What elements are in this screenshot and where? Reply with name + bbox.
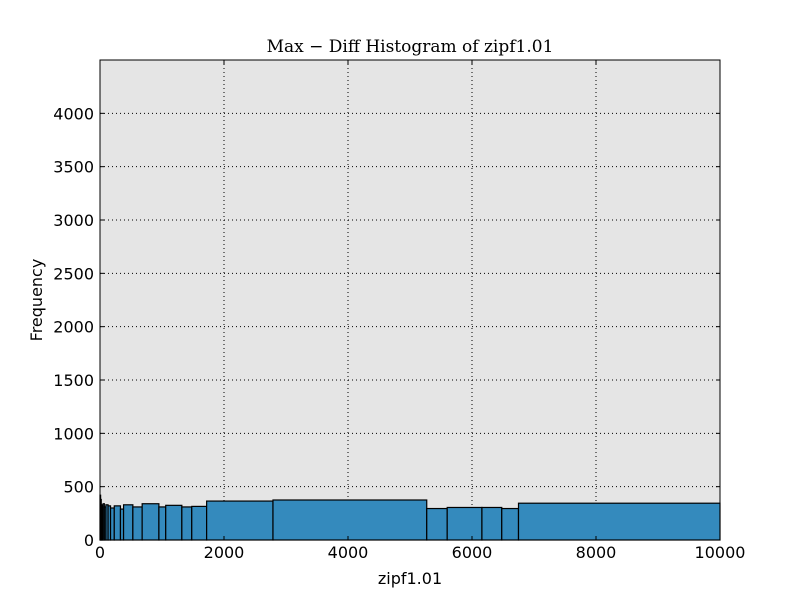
x-tick-label: 4000 xyxy=(328,543,369,562)
x-axis-label: zipf1.01 xyxy=(378,569,442,588)
histogram-bar xyxy=(181,506,193,541)
y-tick-label: 2000 xyxy=(53,318,94,337)
histogram-bar xyxy=(191,505,208,541)
histogram-bar xyxy=(113,505,122,541)
chart-title: Max − Diff Histogram of zipf1.01 xyxy=(267,37,554,57)
histogram-bar xyxy=(517,502,721,541)
plot-background xyxy=(100,60,720,540)
bars xyxy=(99,494,721,541)
histogram-bar xyxy=(122,504,134,541)
histogram-bar xyxy=(165,504,183,541)
x-tick-label: 6000 xyxy=(452,543,493,562)
x-tick-label: 10000 xyxy=(695,543,746,562)
plot-frame xyxy=(99,59,721,541)
histogram-bar xyxy=(481,506,503,541)
y-tick-label: 0 xyxy=(84,531,94,550)
histogram-bar xyxy=(132,506,143,541)
histogram-bar xyxy=(141,503,160,541)
histogram-bar xyxy=(272,499,428,541)
y-tick-labels: 0 500 1000 1500 2000 2500 3000 3500 4000 xyxy=(53,104,94,550)
y-axis-label: Frequency xyxy=(27,259,46,342)
y-tick-label: 2500 xyxy=(53,264,94,283)
y-tick-label: 3500 xyxy=(53,158,94,177)
histogram-bar xyxy=(501,507,520,541)
histogram-bar xyxy=(446,506,483,541)
histogram-bar xyxy=(158,506,167,541)
y-tick-label: 3000 xyxy=(53,211,94,230)
y-tick-label: 1500 xyxy=(53,371,94,390)
tick-marks xyxy=(99,60,721,541)
x-tick-labels: 0 2000 4000 6000 8000 10000 xyxy=(95,543,746,562)
y-tick-label: 4000 xyxy=(53,104,94,123)
x-tick-label: 2000 xyxy=(204,543,245,562)
y-tick-label: 500 xyxy=(63,478,94,497)
x-tick-label: 8000 xyxy=(576,543,617,562)
histogram-bar xyxy=(206,500,274,541)
y-tick-label: 1000 xyxy=(53,424,94,443)
x-tick-label: 0 xyxy=(95,543,105,562)
histogram-bar xyxy=(426,507,448,541)
